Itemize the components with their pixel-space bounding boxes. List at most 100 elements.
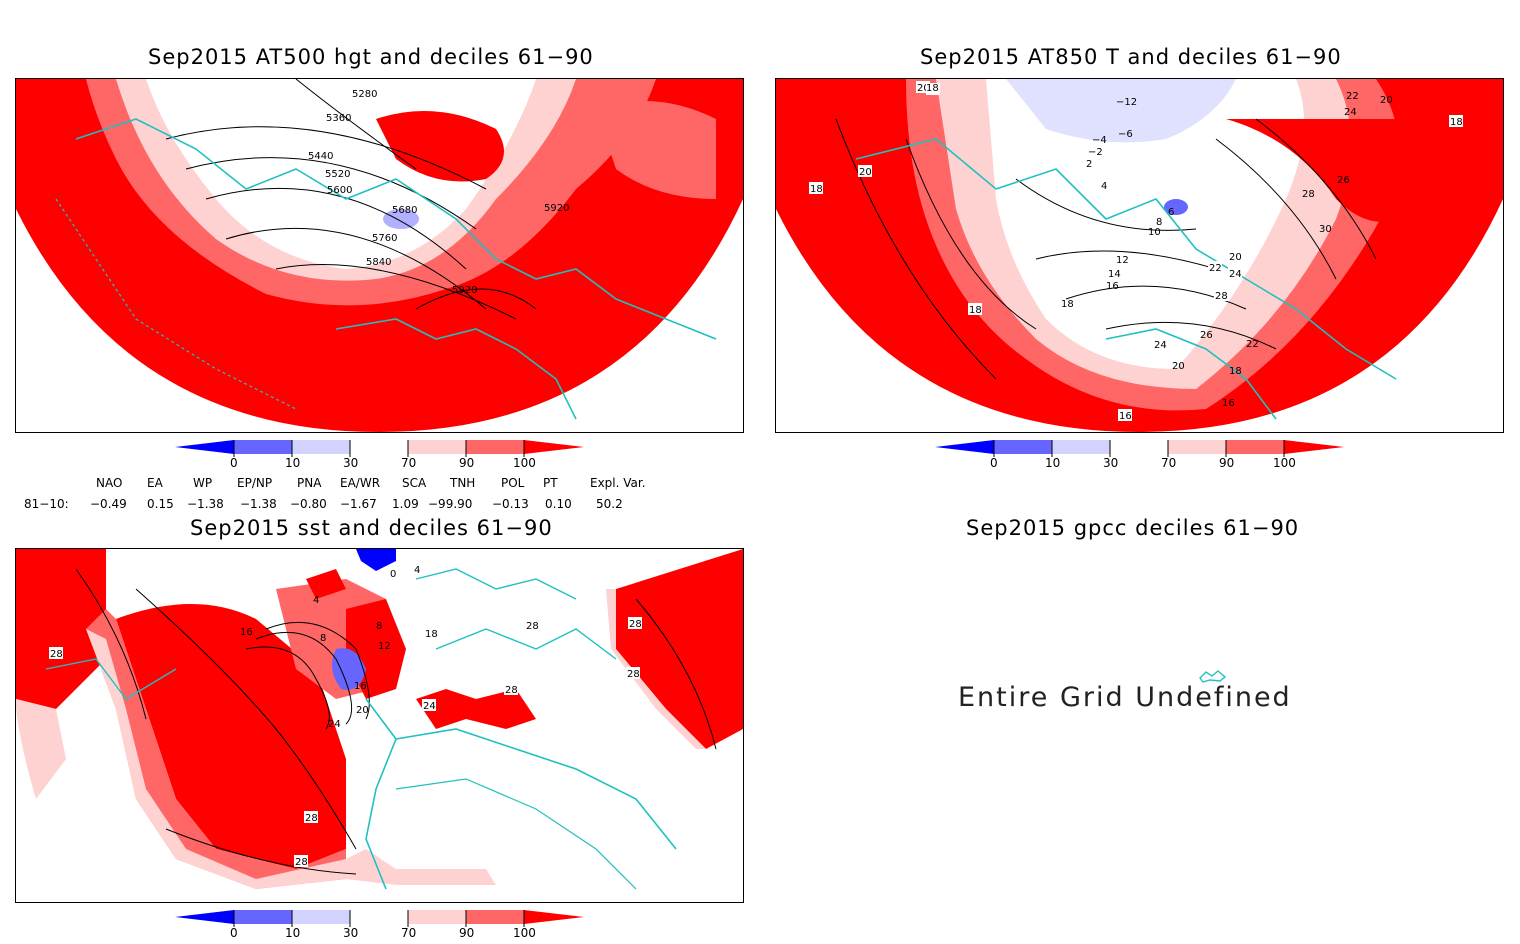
colorbar-tick-label: 30 xyxy=(343,926,358,940)
colorbar-segment xyxy=(408,910,466,924)
index-value-wp: −1.38 xyxy=(187,497,224,511)
contour-label: 28 xyxy=(50,649,63,660)
contour-label: 22 xyxy=(1346,91,1359,102)
contour-label: 10 xyxy=(1148,227,1161,238)
colorbar-segment xyxy=(292,910,350,924)
index-name-eawr: EA/WR xyxy=(340,476,381,490)
contour-label: 28 xyxy=(295,857,308,868)
island-mark xyxy=(1199,670,1227,683)
contour-label: 5680 xyxy=(392,205,417,216)
contour-label: 5920 xyxy=(544,203,569,214)
contour-label: 5920 xyxy=(452,285,477,296)
contour-label: 2 xyxy=(1086,159,1092,170)
colorbar-tick-label: 30 xyxy=(1103,456,1118,470)
contour-label: 24 xyxy=(1154,340,1167,351)
index-name-ea: EA xyxy=(147,476,163,490)
contour-label: 4 xyxy=(414,565,420,576)
contour-label: 26 xyxy=(1200,330,1213,341)
colorbar-segment xyxy=(1168,440,1226,454)
colorbar-tick-label: 90 xyxy=(1219,456,1234,470)
colorbar-tick-label: 70 xyxy=(401,456,416,470)
colorbar-segment xyxy=(1110,440,1168,454)
colorbar-tick-label: 100 xyxy=(513,456,536,470)
colorbar-segment xyxy=(935,440,994,454)
contour-label: 28 xyxy=(526,621,539,632)
index-value-sca: 1.09 xyxy=(392,497,419,511)
contour-label: −6 xyxy=(1118,129,1133,140)
colorbar-tick-label: 0 xyxy=(230,926,238,940)
index-name-pt: PT xyxy=(543,476,558,490)
contour-label: 20 xyxy=(356,705,369,716)
index-name-tnh: TNH xyxy=(450,476,476,490)
index-value-pol: −0.13 xyxy=(492,497,529,511)
colorbar-segment xyxy=(1052,440,1110,454)
colorbar-tick-label: 10 xyxy=(285,456,300,470)
contour-label: 28 xyxy=(627,669,640,680)
colorbar-segment xyxy=(524,440,584,454)
colorbar-segment xyxy=(1284,440,1344,454)
colorbar-segment xyxy=(1226,440,1284,454)
panel1-title: Sep2015 AT500 hgt and deciles 61−90 xyxy=(148,45,594,69)
index-value-expl-var: 50.2 xyxy=(596,497,623,511)
colorbar-tick-label: 10 xyxy=(285,926,300,940)
contour-label: −4 xyxy=(1092,135,1107,146)
contour-label: −2 xyxy=(1088,147,1103,158)
contour-label: 0 xyxy=(390,569,396,580)
index-value-tnh: −99.90 xyxy=(428,497,473,511)
contour-label: 18 xyxy=(969,305,982,316)
index-name-nao: NAO xyxy=(96,476,123,490)
contour-label: 16 xyxy=(1119,411,1132,422)
contour-label: 18 xyxy=(425,629,438,640)
contour-label: 12 xyxy=(378,641,391,652)
colorbar-segment xyxy=(350,440,408,454)
contour-label: 28 xyxy=(1302,189,1315,200)
contour-label: −12 xyxy=(1116,97,1137,108)
contour-label: 24 xyxy=(328,719,341,730)
contour-label: 28 xyxy=(505,685,518,696)
contour-label: 14 xyxy=(1108,269,1121,280)
index-value-nao: −0.49 xyxy=(90,497,127,511)
colorbar-tick-label: 100 xyxy=(513,926,536,940)
contour-label: 5600 xyxy=(327,185,352,196)
contour-label: 20 xyxy=(859,167,872,178)
contour-label: 20 xyxy=(1229,252,1242,263)
undefined-grid-message: Entire Grid Undefined xyxy=(958,682,1292,713)
colorbar-segment xyxy=(234,910,292,924)
colorbar-segment xyxy=(466,440,524,454)
colorbar-panel2: 0 10 30 70 90 100 xyxy=(935,440,1345,474)
contour-label: 16 xyxy=(1106,281,1119,292)
colorbar-tick-label: 0 xyxy=(990,456,998,470)
contour-label: 5760 xyxy=(372,233,397,244)
contour-label: 22 xyxy=(1209,263,1222,274)
contour-label: 5360 xyxy=(326,113,351,124)
contour-label: 12 xyxy=(1116,255,1129,266)
index-value-ea: 0.15 xyxy=(147,497,174,511)
contour-label: 8 xyxy=(320,633,326,644)
contour-label: 20 xyxy=(917,83,930,94)
colorbar-tick-label: 100 xyxy=(1273,456,1296,470)
contour-label: 5840 xyxy=(366,257,391,268)
index-name-expl-var: Expl. Var. xyxy=(590,476,646,490)
contour-label: 30 xyxy=(1319,224,1332,235)
colorbar-segment xyxy=(292,440,350,454)
index-name-epnp: EP/NP xyxy=(237,476,273,490)
panel3-title: Sep2015 sst and deciles 61−90 xyxy=(190,516,553,540)
contour-label: 28 xyxy=(1215,291,1228,302)
colorbar-segment xyxy=(994,440,1052,454)
index-name-sca: SCA xyxy=(402,476,427,490)
colorbar-tick-label: 0 xyxy=(230,456,238,470)
colorbar-tick-label: 70 xyxy=(1161,456,1176,470)
contour-label: 16 xyxy=(354,681,367,692)
colorbar-tick-label: 90 xyxy=(459,456,474,470)
colorbar-segment xyxy=(175,910,234,924)
colorbar-segment xyxy=(408,440,466,454)
index-value-epnp: −1.38 xyxy=(240,497,277,511)
contour-label: 18 xyxy=(1061,299,1074,310)
panel2-title: Sep2015 AT850 T and deciles 61−90 xyxy=(920,45,1342,69)
index-row-label: 81−10: xyxy=(24,497,69,511)
contour-label: 28 xyxy=(305,813,318,824)
map-panel-at500-hgt: 5280 5360 5440 5520 5600 5680 5760 5840 … xyxy=(15,78,744,433)
contour-label: 16 xyxy=(1222,398,1235,409)
index-name-pna: PNA xyxy=(297,476,322,490)
index-name-pol: POL xyxy=(501,476,525,490)
